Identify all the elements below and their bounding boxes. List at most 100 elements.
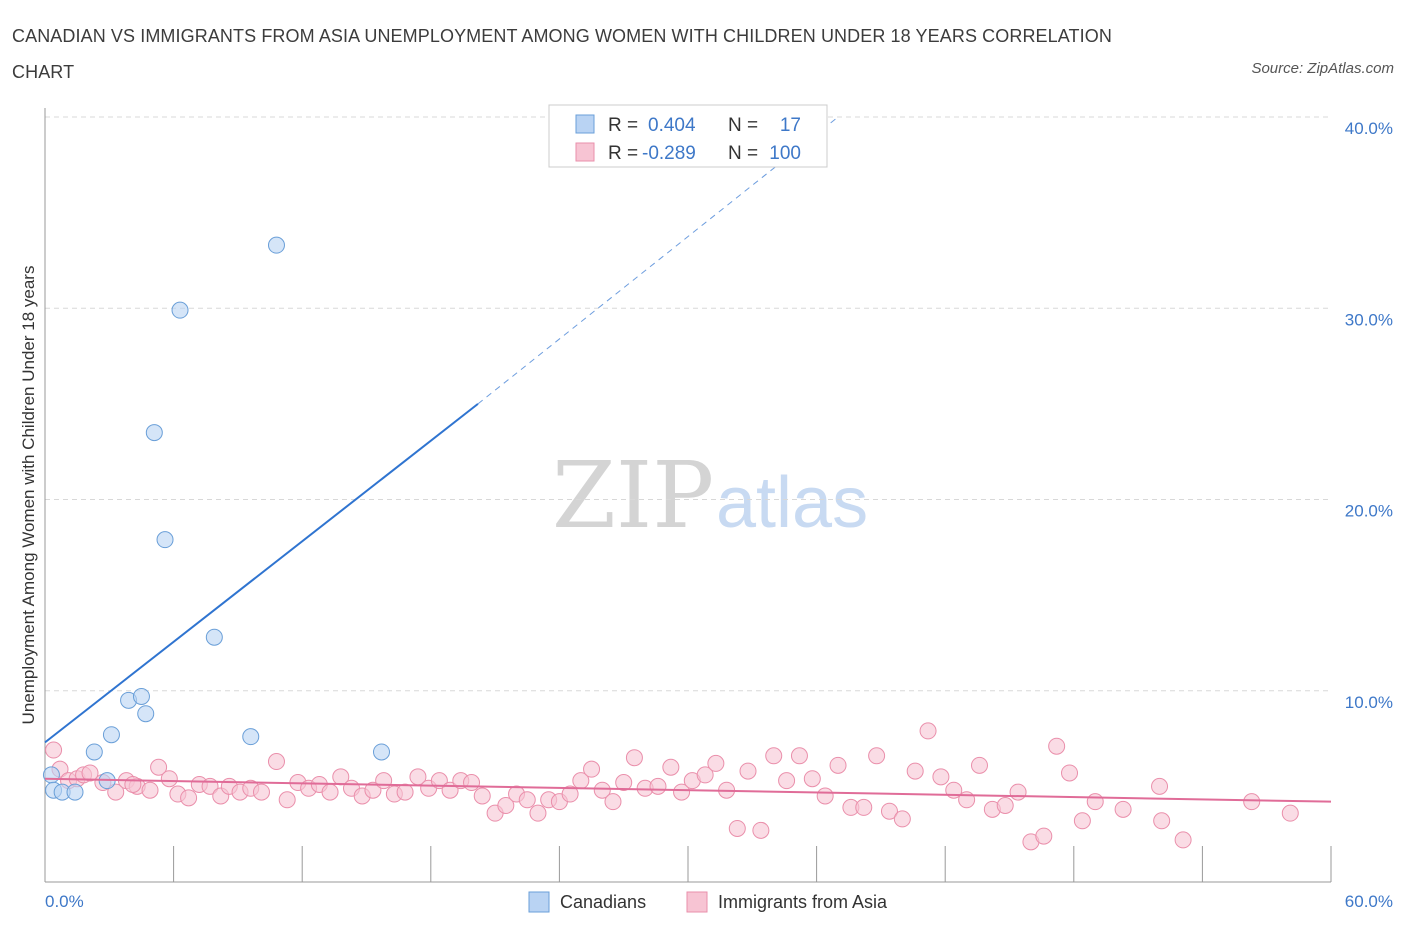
asia-point: [1086, 793, 1104, 811]
asia-point: [649, 777, 667, 795]
asia-point: [868, 747, 886, 765]
asia-point: [1035, 827, 1053, 845]
asia-point: [816, 787, 834, 805]
asia-point: [141, 781, 159, 799]
asia-point: [561, 785, 579, 803]
legend-n-value-2: 100: [769, 143, 801, 164]
asia-point: [728, 819, 746, 837]
canadians-point: [132, 687, 150, 705]
asia-point: [829, 756, 847, 774]
asia-point: [778, 772, 796, 790]
asia-point: [364, 781, 382, 799]
legend-swatch-canadians: [575, 114, 595, 134]
asia-point: [463, 774, 481, 792]
bottom-legend-asia: Immigrants from Asia: [718, 892, 888, 912]
canadians-point: [42, 766, 60, 784]
legend-n-label-2: N =: [728, 143, 758, 164]
asia-point: [396, 783, 414, 801]
canadians-point: [242, 728, 260, 746]
asia-point: [150, 758, 168, 776]
watermark-atlas: atlas: [716, 463, 868, 543]
asia-trendline: [44, 777, 1332, 803]
asia-point: [518, 791, 536, 809]
bottom-legend-swatch-canadians: [528, 891, 550, 913]
asia-point: [252, 783, 270, 801]
asia-point: [267, 753, 285, 771]
chart-title: CANADIAN VS IMMIGRANTS FROM ASIA UNEMPLO…: [12, 26, 1112, 82]
asia-point: [893, 810, 911, 828]
canadians-point: [205, 628, 223, 646]
asia-point: [124, 775, 142, 793]
asia-point: [765, 747, 783, 765]
asia-point: [593, 781, 611, 799]
asia-series: [45, 722, 1299, 851]
asia-point: [615, 774, 633, 792]
asia-point: [45, 741, 63, 759]
y-tick-label: 30.0%: [1345, 310, 1393, 329]
asia-point: [752, 821, 770, 839]
asia-point: [1151, 777, 1169, 795]
asia-point: [81, 764, 99, 782]
trendlines: [44, 116, 1332, 803]
series-legend: Canadians Immigrants from Asia: [528, 891, 888, 913]
canadians-point: [66, 783, 84, 801]
asia-point: [932, 768, 950, 786]
asia-point: [790, 747, 808, 765]
watermark-zip: ZIP: [552, 442, 714, 549]
y-tick-label: 20.0%: [1345, 502, 1393, 521]
asia-point: [803, 770, 821, 788]
asia-point: [970, 756, 988, 774]
canadians-point: [85, 743, 103, 761]
legend-n-label-1: N =: [728, 115, 758, 136]
asia-point: [1061, 764, 1079, 782]
asia-point: [1243, 793, 1261, 811]
canadians-point: [373, 743, 391, 761]
asia-point: [880, 802, 898, 820]
asia-point: [696, 766, 714, 784]
asia-point: [1114, 800, 1132, 818]
asia-point: [107, 783, 125, 801]
x-axis-ticks: [173, 846, 1332, 882]
legend-r-value-2: -0.289: [642, 143, 696, 164]
asia-point: [321, 783, 339, 801]
canadians-point: [137, 705, 155, 723]
asia-point: [473, 787, 491, 805]
canadians-series: [42, 236, 391, 801]
asia-point: [739, 762, 757, 780]
asia-point: [529, 804, 547, 822]
asia-point: [430, 772, 448, 790]
bottom-legend-canadians: Canadians: [560, 892, 646, 912]
legend-swatch-asia: [575, 142, 595, 162]
asia-point: [707, 754, 725, 772]
bottom-legend-swatch-asia: [686, 891, 708, 913]
asia-point: [919, 722, 937, 740]
canadians-point: [145, 424, 163, 442]
source-label: Source: ZipAtlas.com: [1251, 60, 1394, 77]
legend-r-value-1: 0.404: [648, 115, 696, 136]
canadians-point: [171, 301, 189, 319]
asia-point: [1153, 812, 1171, 830]
asia-point: [1174, 831, 1192, 849]
asia-point: [1281, 804, 1299, 822]
asia-point: [625, 749, 643, 767]
asia-point: [160, 770, 178, 788]
asia-point: [855, 798, 873, 816]
asia-point: [1048, 737, 1066, 755]
y-tick-label: 10.0%: [1345, 693, 1393, 712]
asia-point: [583, 760, 601, 778]
legend-r-label-2: R =: [608, 143, 638, 164]
asia-point: [996, 797, 1014, 814]
asia-point: [497, 797, 515, 814]
x-tick-label-min: 0.0%: [45, 892, 84, 911]
canadians-point: [156, 531, 174, 549]
asia-point: [1073, 812, 1091, 830]
canadians-trendline: [44, 403, 479, 744]
asia-point: [604, 793, 622, 811]
asia-point: [673, 783, 691, 801]
x-tick-label-max: 60.0%: [1345, 892, 1393, 911]
y-tick-label: 40.0%: [1345, 119, 1393, 138]
y-axis-label: Unemployment Among Women with Children U…: [19, 266, 38, 725]
canadians-point: [102, 726, 120, 744]
y-gridlines: 10.0% 20.0% 30.0% 40.0%: [45, 116, 1393, 712]
